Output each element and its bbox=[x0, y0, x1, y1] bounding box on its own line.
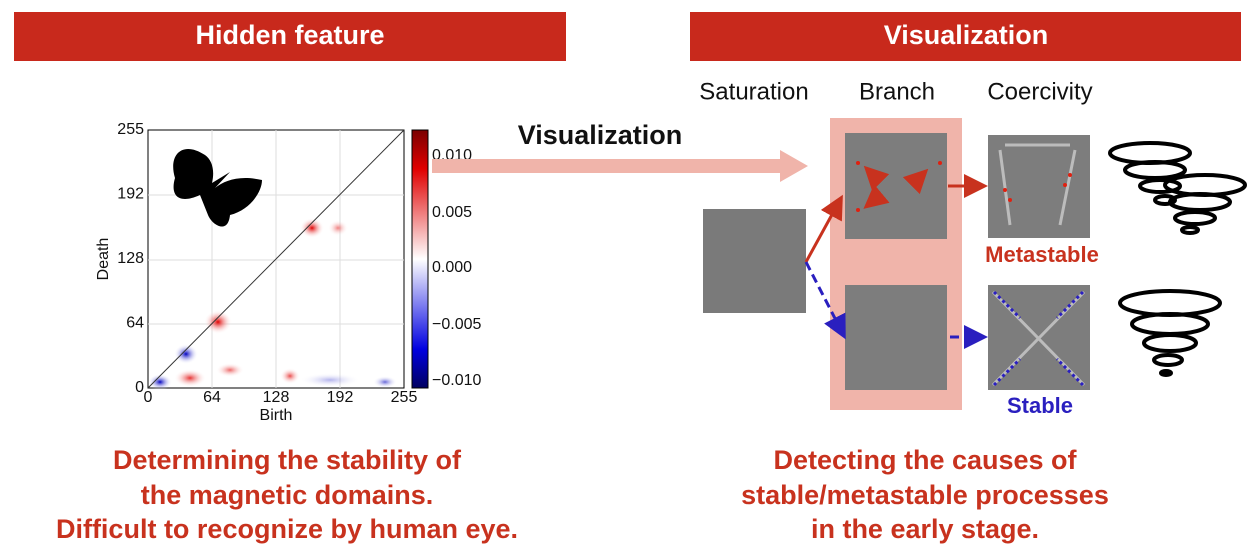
axis-label: Birth bbox=[260, 407, 293, 424]
tornado-icon bbox=[1108, 141, 1247, 377]
colorbar-tick-label: 0.000 bbox=[432, 259, 472, 276]
caption-line: the magnetic domains. bbox=[141, 480, 434, 510]
arrow bbox=[432, 150, 808, 182]
caption-line: stable/metastable processes bbox=[741, 480, 1109, 510]
x-tick-label: 255 bbox=[391, 389, 418, 406]
caption-line: Determining the stability of bbox=[113, 445, 462, 475]
column-label: Coercivity bbox=[987, 78, 1092, 105]
colorbar bbox=[411, 129, 429, 389]
x-tick-label: 128 bbox=[263, 389, 290, 406]
branch-image bbox=[845, 133, 947, 239]
x-tick-label: 64 bbox=[203, 389, 221, 406]
y-tick-label: 64 bbox=[126, 315, 144, 332]
header-bar bbox=[14, 12, 566, 61]
arrow-label: Visualization bbox=[518, 120, 683, 150]
column-label: Branch bbox=[859, 78, 935, 105]
caption-line: Detecting the causes of bbox=[773, 445, 1077, 475]
caption-line: in the early stage. bbox=[811, 514, 1039, 544]
y-tick-label: 128 bbox=[117, 250, 144, 267]
y-tick-label: 0 bbox=[135, 379, 144, 396]
label: Stable bbox=[1007, 393, 1073, 418]
colorbar-tick-label: 0.005 bbox=[432, 204, 472, 221]
branch-image bbox=[845, 285, 947, 390]
x-tick-label: 192 bbox=[327, 389, 354, 406]
y-tick-label: 255 bbox=[117, 121, 144, 138]
y-tick-label: 192 bbox=[117, 186, 144, 203]
header: Hidden feature bbox=[195, 20, 384, 50]
colorbar-tick-label: −0.010 bbox=[432, 372, 481, 389]
caption-line: Difficult to recognize by human eye. bbox=[56, 514, 518, 544]
axis-label: Death bbox=[95, 238, 112, 281]
x-tick-label: 0 bbox=[144, 389, 153, 406]
colorbar-tick-label: −0.005 bbox=[432, 316, 481, 333]
header: Visualization bbox=[884, 20, 1049, 50]
label: Metastable bbox=[985, 242, 1099, 267]
saturation-image bbox=[703, 209, 806, 313]
column-label: Saturation bbox=[699, 78, 808, 105]
header-bar bbox=[690, 12, 1241, 61]
persistence-diagram bbox=[147, 129, 429, 390]
